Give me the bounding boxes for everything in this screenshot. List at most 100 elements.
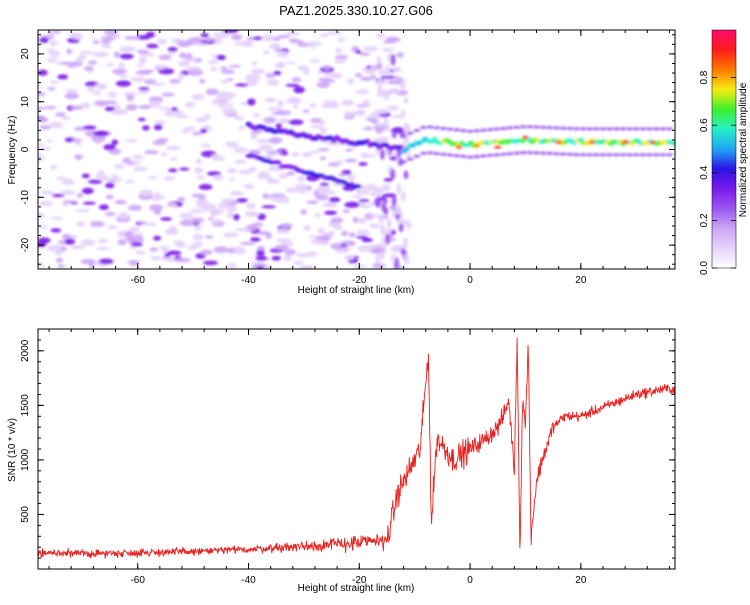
spectrogram-blob (227, 262, 237, 269)
spectrogram-blob (358, 199, 370, 203)
spectrogram-blob (323, 79, 336, 83)
spectrogram-blob (459, 129, 467, 133)
spectrogram-blob (96, 246, 111, 251)
spectrogram-blob (466, 129, 474, 133)
spectrogram-blob (38, 69, 48, 76)
spectrogram-blob (62, 178, 75, 186)
spectrogram-blob (62, 200, 77, 204)
spectrogram-blob (123, 230, 135, 238)
spectrogram-blob (288, 119, 304, 126)
spectrogram-blob (355, 89, 370, 95)
spectrogram-blob (105, 62, 115, 67)
spectrogram-blob (184, 126, 196, 132)
spectrogram-blob (170, 109, 183, 116)
spectrogram-blob (566, 126, 574, 131)
spectrogram-blob (405, 152, 411, 160)
spectrogram-blob (420, 151, 427, 155)
spectrogram-blob (347, 174, 356, 181)
spectrogram-blob (195, 158, 202, 165)
spectrogram-blob (158, 245, 171, 250)
colorbar-tick-label: 0.6 (699, 118, 710, 132)
spectrogram-blob (203, 113, 211, 121)
spectrogram-blob (106, 225, 118, 230)
spectrogram-blob (149, 204, 164, 212)
spectrogram-blob (213, 218, 222, 224)
spectrogram-blob (309, 125, 324, 129)
spectrogram-blob (473, 129, 481, 133)
spectrogram-blob (179, 167, 190, 171)
spectrogram-blob (66, 48, 73, 55)
spectrogram-blob (161, 248, 168, 254)
spectrogram-blob (322, 65, 332, 70)
spectrogram-blob (57, 74, 69, 80)
spectrogram-blob (302, 109, 310, 113)
spectrogram-blob (343, 255, 355, 260)
spectrogram-blob (397, 144, 404, 150)
spectrogram-blob (291, 77, 302, 83)
spectrogram-blob (277, 117, 291, 124)
spectrogram-blob (125, 179, 135, 184)
spectrogram-blob (319, 182, 329, 187)
spectrogram-blob (119, 46, 136, 53)
spectrogram-blob (279, 223, 293, 229)
spectrogram-blob (93, 130, 109, 137)
spectrogram-blob (533, 151, 540, 155)
spectrogram-blob (666, 153, 673, 157)
spectrogram-blob (348, 232, 356, 238)
spectrogram-blob (105, 194, 114, 200)
spectrogram-blob (113, 178, 124, 182)
spectrogram-blob (114, 199, 127, 205)
x-tick-label: -60 (130, 575, 145, 586)
spectrogram-blob (138, 220, 147, 226)
spectrogram-blob (105, 211, 116, 217)
spectrogram-blob (198, 183, 213, 191)
spectrogram-blob (199, 249, 213, 256)
spectrogram-blob (236, 198, 248, 203)
spectrogram-blob (376, 55, 382, 65)
spectrogram-blob (113, 51, 121, 58)
spectrogram-blob (166, 250, 182, 256)
spectrogram-blob (586, 153, 594, 157)
spectrogram-blob (375, 128, 383, 134)
spectrogram-blob (526, 125, 534, 129)
spectrogram-blob (403, 146, 410, 151)
spectrogram-blob (453, 154, 461, 158)
spectrogram-blob (207, 59, 219, 65)
spectrogram-blob (210, 67, 218, 72)
spectrogram-blob (258, 144, 274, 152)
spectrogram-blob (274, 62, 286, 68)
spectrogram-blob (649, 140, 657, 144)
spectrogram-blob (191, 217, 205, 223)
spectrogram-blob (379, 251, 385, 260)
spectrogram-blob (271, 255, 282, 261)
spectrogram-blob (82, 201, 96, 205)
spectrogram-blob (356, 229, 370, 236)
spectrogram-blob (275, 123, 282, 129)
spectrogram-blob (366, 185, 378, 192)
spectrogram-blob (179, 219, 196, 227)
spectrogram-blob (171, 107, 178, 112)
spectrogram-blob (155, 65, 167, 70)
spectrogram-blob (494, 145, 502, 149)
spectrogram-blob (362, 99, 370, 106)
spectrogram-blob (533, 125, 540, 129)
spectrogram-blob (659, 127, 667, 131)
spectrogram-blob (385, 233, 391, 245)
spectrogram-blob (264, 264, 273, 269)
spectrogram-blob (284, 248, 296, 256)
spectrogram-blob (359, 52, 371, 57)
spectrogram-blob (391, 195, 397, 207)
colorbar-tick-label: 0.2 (699, 213, 710, 227)
spectrogram-blob (352, 216, 359, 223)
spectrogram-blob (358, 162, 368, 166)
spectrogram-blob (521, 136, 529, 139)
spectrogram-panel: -60 -40 -20 0 20 -20 -10 0 10 20 Height of strai… (7, 29, 676, 296)
snr-series-line (38, 337, 675, 559)
spectrogram-blob (275, 196, 291, 204)
spectrogram-blob (316, 71, 324, 75)
spectrogram-blob (101, 43, 112, 49)
y-tick-label: 500 (20, 506, 31, 523)
spectrogram-blob (526, 151, 534, 155)
spectrogram-blob (166, 145, 181, 151)
spectrogram-blob (555, 140, 563, 144)
